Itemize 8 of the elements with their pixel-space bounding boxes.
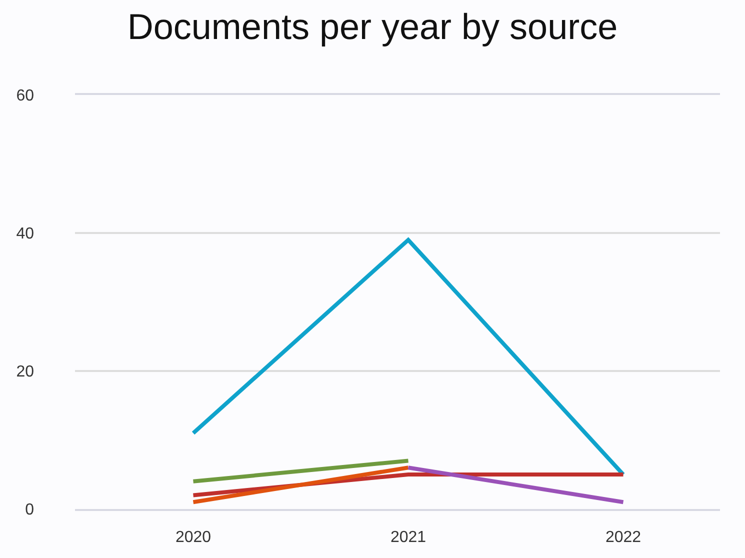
y-tick-label: 40 <box>16 226 34 243</box>
y-tick-label: 0 <box>25 502 34 519</box>
chart-title: Documents per year by source <box>127 6 618 48</box>
y-tick-label: 60 <box>16 88 34 105</box>
x-tick-label: 2022 <box>605 528 642 546</box>
x-tick-label: 2020 <box>175 528 212 546</box>
y-tick-label: 20 <box>16 364 34 381</box>
x-tick-label: 2021 <box>390 528 426 546</box>
